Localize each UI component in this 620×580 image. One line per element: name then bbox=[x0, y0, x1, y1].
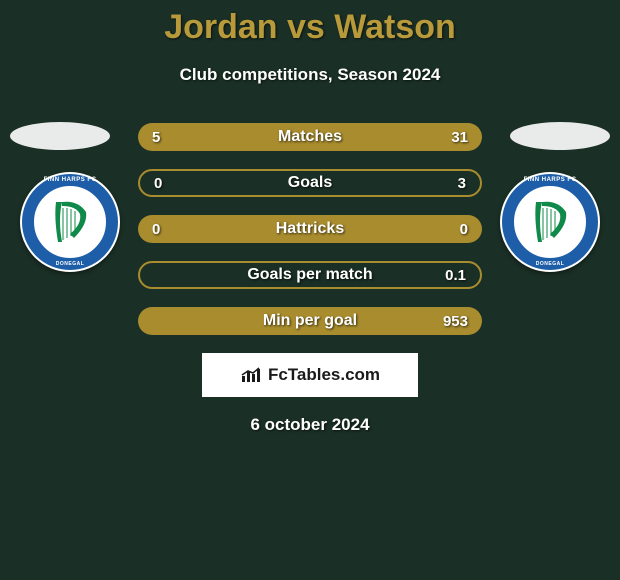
left-player-oval bbox=[10, 122, 110, 150]
stat-right-value: 3 bbox=[458, 175, 466, 192]
left-club-crest: FINN HARPS FC DONEGAL bbox=[20, 172, 120, 272]
crest-outer: FINN HARPS FC DONEGAL bbox=[20, 172, 120, 272]
stat-row-min-per-goal: Min per goal 953 bbox=[138, 307, 482, 335]
stat-row-matches: 5 Matches 31 bbox=[138, 123, 482, 151]
stat-right-value: 31 bbox=[451, 129, 468, 146]
right-player-oval bbox=[510, 122, 610, 150]
page-title: Jordan vs Watson bbox=[0, 8, 620, 47]
footer-date: 6 october 2024 bbox=[0, 415, 620, 435]
right-club-crest: FINN HARPS FC DONEGAL bbox=[500, 172, 600, 272]
stat-label: Goals per match bbox=[247, 266, 372, 284]
stat-right-value: 0 bbox=[460, 221, 468, 238]
stat-row-hattricks: 0 Hattricks 0 bbox=[138, 215, 482, 243]
harp-icon bbox=[48, 198, 92, 246]
stat-left-value: 5 bbox=[152, 129, 160, 146]
crest-top-text: FINN HARPS FC bbox=[524, 177, 577, 183]
stat-label: Goals bbox=[288, 174, 332, 192]
stat-label: Hattricks bbox=[276, 220, 344, 238]
brand-chart-icon bbox=[240, 366, 262, 384]
stat-left-value: 0 bbox=[154, 175, 162, 192]
crest-outer: FINN HARPS FC DONEGAL bbox=[500, 172, 600, 272]
stat-left-value: 0 bbox=[152, 221, 160, 238]
crest-ring: FINN HARPS FC DONEGAL bbox=[22, 174, 118, 270]
subtitle: Club competitions, Season 2024 bbox=[0, 65, 620, 85]
harp-icon bbox=[528, 198, 572, 246]
crest-bottom-text: DONEGAL bbox=[536, 261, 565, 267]
stat-row-goals: 0 Goals 3 bbox=[138, 169, 482, 197]
stat-label: Min per goal bbox=[263, 312, 357, 330]
brand-box: FcTables.com bbox=[202, 353, 418, 397]
stat-right-value: 0.1 bbox=[445, 267, 466, 284]
crest-ring: FINN HARPS FC DONEGAL bbox=[502, 174, 598, 270]
stat-right-value: 953 bbox=[443, 313, 468, 330]
infographic-container: Jordan vs Watson Club competitions, Seas… bbox=[0, 0, 620, 435]
brand-text: FcTables.com bbox=[268, 365, 380, 385]
stat-label: Matches bbox=[278, 128, 342, 146]
stat-row-goals-per-match: Goals per match 0.1 bbox=[138, 261, 482, 289]
crest-bottom-text: DONEGAL bbox=[56, 261, 85, 267]
crest-top-text: FINN HARPS FC bbox=[44, 177, 97, 183]
stats-block: 5 Matches 31 0 Goals 3 0 Hattricks 0 Goa… bbox=[138, 123, 482, 335]
